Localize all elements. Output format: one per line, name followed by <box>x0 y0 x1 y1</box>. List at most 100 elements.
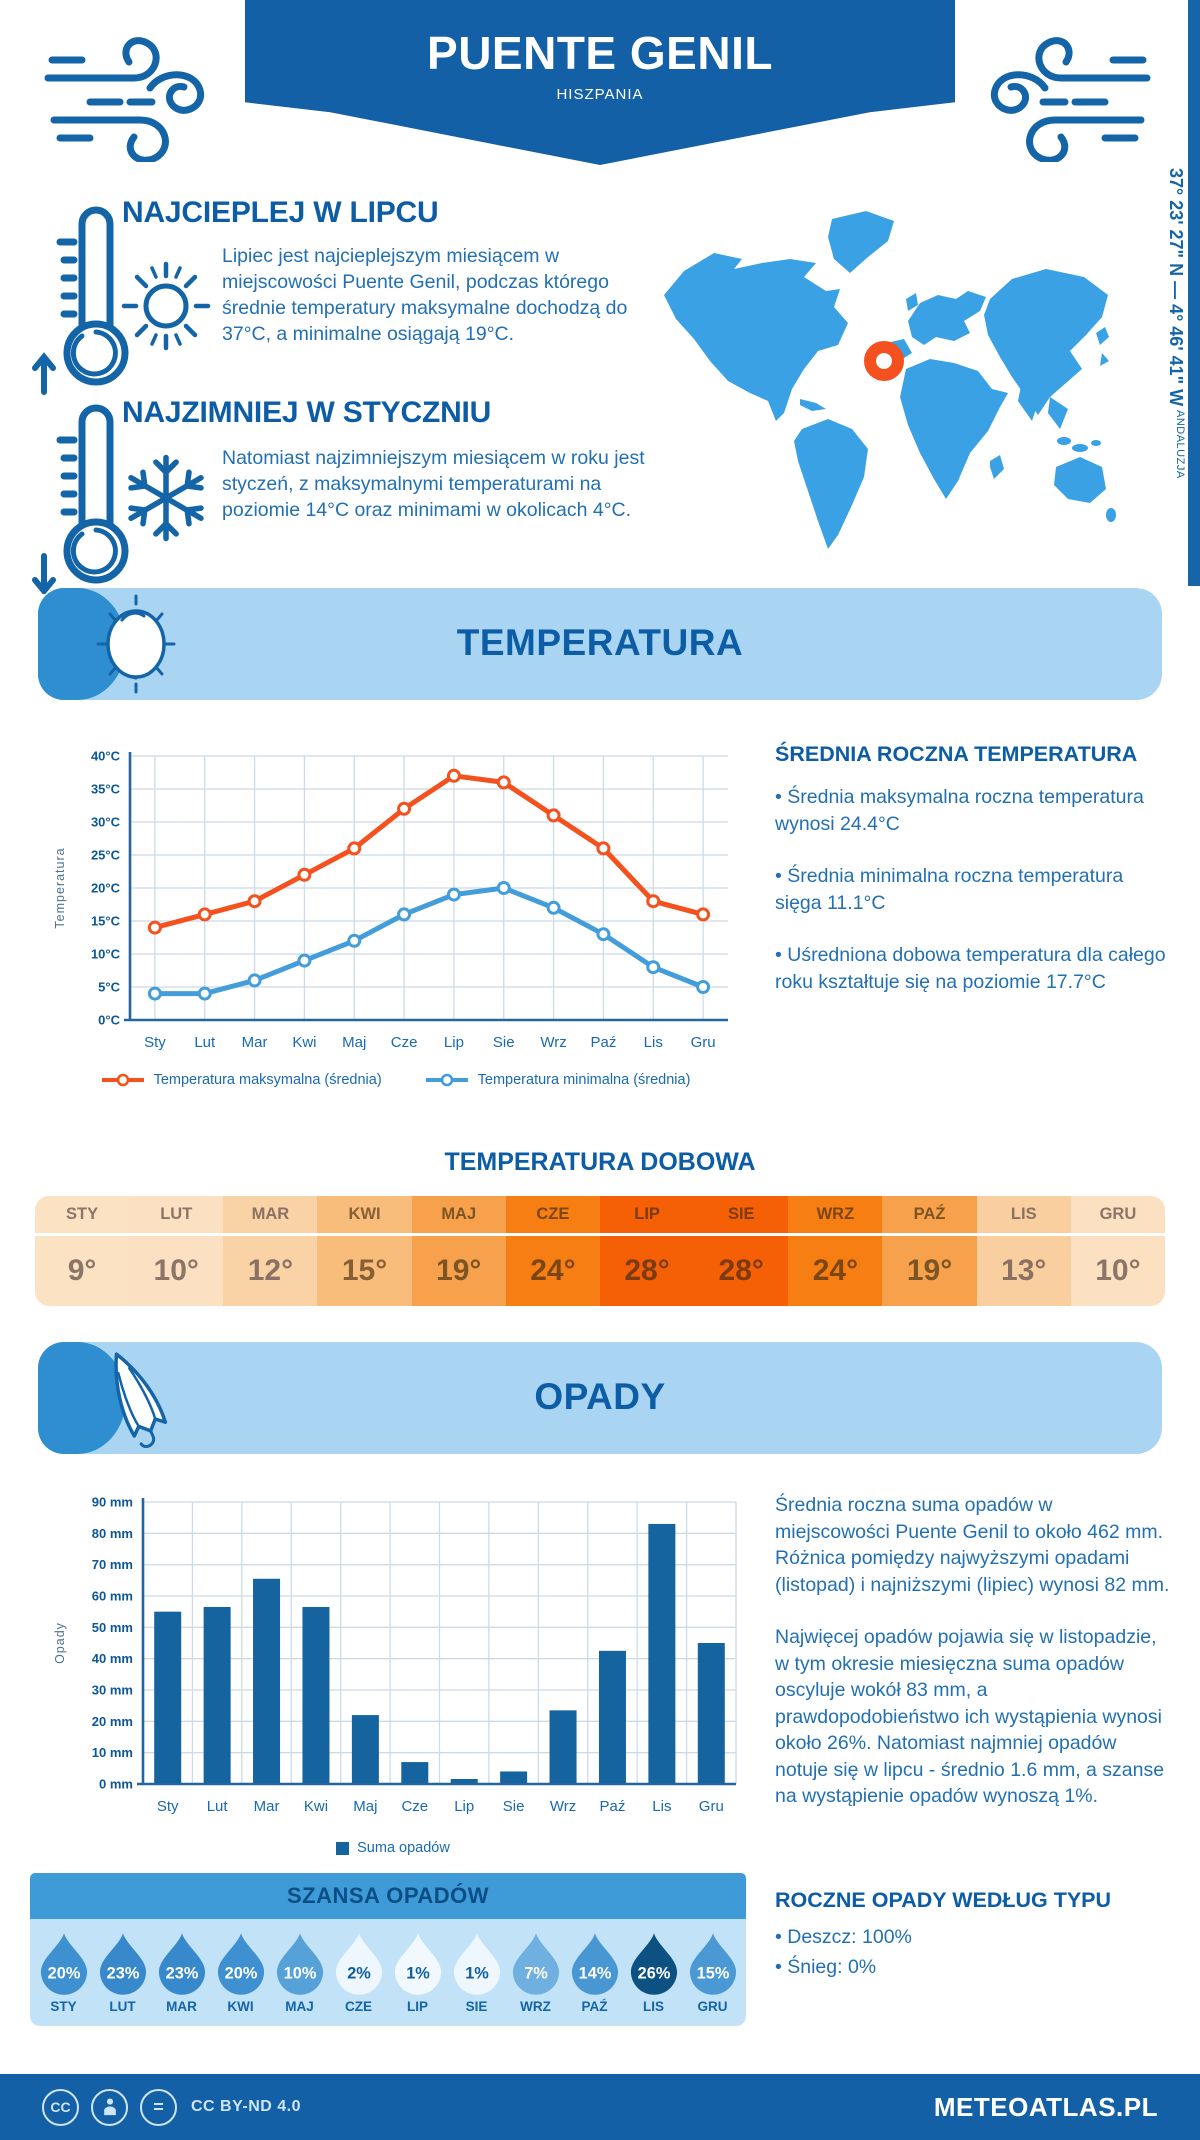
month-label: LIS <box>642 1999 664 2014</box>
svg-text:40 mm: 40 mm <box>92 1651 133 1666</box>
precip-chance-item: 23% MAR <box>152 1931 211 2014</box>
australia <box>1054 457 1106 503</box>
header-ribbon: PUENTE GENIL HISZPANIA <box>245 0 955 165</box>
umbrella-icon <box>114 1352 168 1448</box>
svg-text:70 mm: 70 mm <box>92 1557 133 1572</box>
svg-text:Sie: Sie <box>503 1798 525 1815</box>
banner-wedge <box>38 1342 126 1454</box>
svg-text:Kwi: Kwi <box>304 1798 328 1815</box>
svg-text:14%: 14% <box>578 1964 611 1982</box>
coordinates-block: 37° 23' 27" N — 4° 46' 41" W ANDALUZJA <box>1165 168 1186 588</box>
svg-text:0 mm: 0 mm <box>99 1777 133 1792</box>
svg-text:1%: 1% <box>465 1964 489 1982</box>
svg-text:Temperatura: Temperatura <box>53 847 67 928</box>
svg-text:10%: 10% <box>283 1964 316 1982</box>
month-label: CZE <box>345 1999 372 2014</box>
cc-nd-icon: = <box>140 2088 177 2126</box>
precipitation-chart: 0 mm 10 mm 20 mm 30 mm 40 mm 50 mm 60 mm 70 mm 8… <box>53 1495 737 1815</box>
month-label: SIE <box>465 1999 488 2014</box>
svg-text:Lip: Lip <box>454 1798 474 1815</box>
svg-text:26%: 26% <box>637 1964 670 1982</box>
table-month-header: CZE <box>505 1196 600 1236</box>
table-temp-value: 28° <box>694 1236 789 1306</box>
raindrop-icon: 20% <box>40 1933 87 1995</box>
precip-chance-area: 20% STY 23% LUT 23% MAR 20% KWI 10% MAJ 2% CZE 1% LIP… <box>30 1919 746 2026</box>
svg-text:15%: 15% <box>696 1964 729 1982</box>
table-month-header: KWI <box>317 1196 412 1236</box>
precip-type-item: Śnieg: 0% <box>775 1952 1170 1982</box>
svg-text:90 mm: 90 mm <box>92 1495 133 1510</box>
sun-icon <box>96 594 176 694</box>
raindrop-icon: 23% <box>99 1933 146 1995</box>
svg-text:Mar: Mar <box>254 1798 280 1815</box>
right-edge-divider <box>1188 0 1200 586</box>
svg-text:Sty: Sty <box>157 1798 179 1815</box>
raindrop-icon: 7% <box>512 1933 559 1995</box>
svg-text:Maj: Maj <box>353 1798 377 1815</box>
raindrop-icon: 15% <box>689 1933 736 1995</box>
svg-text:Paź: Paź <box>600 1798 626 1815</box>
precipitation-banner-title: OPADY <box>534 1376 666 1418</box>
table-temp-value: 13° <box>976 1236 1071 1306</box>
svg-text:Kwi: Kwi <box>292 1034 316 1051</box>
svg-text:80 mm: 80 mm <box>92 1526 133 1541</box>
temperature-banner: TEMPERATURA <box>38 588 1162 700</box>
raindrop-icon: 2% <box>335 1933 382 1995</box>
table-month-header: LIP <box>599 1196 695 1236</box>
raindrop-icon: 1% <box>394 1933 441 1995</box>
world-map <box>664 211 1116 549</box>
svg-text:20%: 20% <box>47 1964 80 1982</box>
month-label: GRU <box>697 1999 728 2014</box>
annual-temp-title: ŚREDNIA ROCZNA TEMPERATURA <box>775 742 1138 766</box>
annual-temp-bullet: Średnia minimalna roczna temperatura się… <box>775 863 1170 916</box>
table-temp-value: 19° <box>411 1236 506 1306</box>
precipitation-chart-legend: Suma opadów <box>48 1840 738 1856</box>
precip-chance-item: 7% WRZ <box>506 1931 565 2014</box>
raindrop-icon: 23% <box>158 1933 205 1995</box>
precipitation-paragraph: Najwięcej opadów pojawia się w listopadz… <box>775 1626 1165 1808</box>
table-temp-value: 24° <box>505 1236 600 1306</box>
table-temp-value: 28° <box>599 1236 695 1306</box>
annual-temp-bullet: Średnia maksymalna roczna temperatura wy… <box>775 784 1170 837</box>
precip-chance-item: 26% LIS <box>624 1931 683 2014</box>
svg-text:50 mm: 50 mm <box>92 1620 133 1635</box>
south-america <box>794 419 868 549</box>
raindrop-icon: 20% <box>217 1933 264 1995</box>
month-label: LUT <box>109 1999 136 2014</box>
precipitation-paragraph: Średnia roczna suma opadów w miejscowośc… <box>775 1494 1170 1596</box>
svg-text:23%: 23% <box>106 1964 139 1982</box>
thermometer-down-icon <box>32 404 129 594</box>
cold-text: Natomiast najzimniejszym miesiącem w rok… <box>222 447 645 521</box>
legend-item: Temperatura minimalna (średnia) <box>424 1072 690 1088</box>
thermometer-up-icon <box>32 206 129 395</box>
precip-chance-item: 23% LUT <box>93 1931 152 2014</box>
svg-text:1%: 1% <box>406 1964 430 1982</box>
svg-text:Lip: Lip <box>444 1034 464 1051</box>
precip-type-item: Deszcz: 100% <box>775 1922 1170 1952</box>
cc-icon: CC <box>42 2088 79 2126</box>
precipitation-banner: OPADY <box>38 1342 1162 1454</box>
month-label: STY <box>50 1999 77 2014</box>
region-label: ANDALUZJA <box>1174 410 1186 479</box>
svg-text:Lut: Lut <box>207 1798 229 1815</box>
warm-title: NAJCIEPLEJ W LIPCU <box>122 196 439 229</box>
precip-chance-row: 20% STY 23% LUT 23% MAR 20% KWI 10% MAJ 2% CZE 1% LIP… <box>34 1931 742 2014</box>
table-month-header: SIE <box>694 1196 789 1236</box>
month-label: WRZ <box>520 1999 551 2014</box>
svg-text:10°C: 10°C <box>91 947 121 962</box>
temperature-chart: 0°C 5°C 10°C 15°C 20°C 25°C 30°C 35°C 40°C Sty Lut… <box>53 749 728 1051</box>
month-label: PAŹ <box>581 1999 608 2014</box>
svg-text:35°C: 35°C <box>91 782 121 797</box>
svg-text:30 mm: 30 mm <box>92 1683 133 1698</box>
svg-text:5°C: 5°C <box>98 980 120 995</box>
table-month-header: MAJ <box>411 1196 506 1236</box>
month-label: KWI <box>227 1999 254 2014</box>
daily-temperature-table: STY 9° LUT 10° MAR 12° KWI 15° MAJ 19° CZE 24° LIP 28… <box>35 1196 1165 1306</box>
table-month-header: STY <box>35 1196 130 1236</box>
raindrop-icon: 26% <box>630 1933 677 1995</box>
precip-chance-item: 10% MAJ <box>270 1931 329 2014</box>
precip-chance-item: 20% STY <box>34 1931 93 2014</box>
precip-chance-title: SZANSA OPADÓW <box>30 1873 746 1919</box>
sun-icon <box>121 261 211 351</box>
